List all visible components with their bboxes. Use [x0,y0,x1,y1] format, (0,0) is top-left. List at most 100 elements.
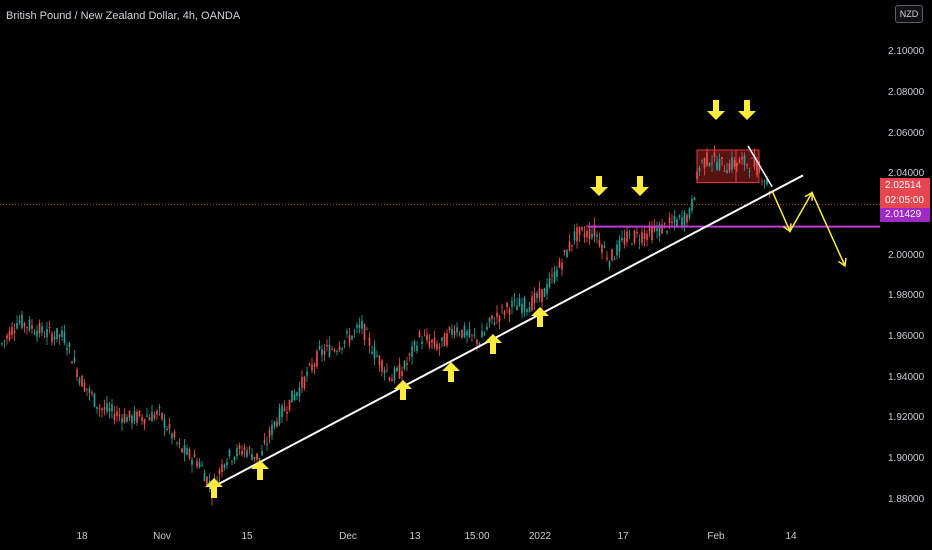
candle-body [388,377,391,381]
candle-body [91,392,93,394]
candle-body [383,370,386,374]
candle-body [271,424,273,436]
candle-body [53,336,56,340]
candle-body [283,407,286,411]
projection-arrowhead [804,191,813,201]
candle-body [628,233,631,235]
candle-body [13,331,16,334]
candle-body [36,330,38,337]
candle-body [476,339,478,345]
up-arrow-icon [442,362,460,382]
currency-button[interactable]: NZD [895,5,923,23]
candle-body [481,331,483,338]
candle-body [581,227,583,230]
candle-body [266,443,268,446]
price-tick-label: 2.00000 [888,249,925,261]
time-tick-label: Dec [339,531,357,542]
candle-body [588,228,591,239]
candle-body [551,274,553,277]
candle-body [701,160,703,162]
current-price-badge: 2.02514 02:05:00 [880,178,930,208]
candle-body [466,331,468,336]
candle-body [621,238,623,241]
candle-body [378,355,381,366]
candle-body [753,156,756,167]
candle-body [246,450,248,457]
candle-body [18,320,21,323]
candle-body [81,376,83,387]
candle-body [443,333,446,347]
candle-body [533,293,536,303]
candle-body [1,343,3,345]
candle-body [423,334,426,336]
time-tick-label: 15 [241,531,253,542]
symbol-title: British Pound / New Zealand Dollar, 4h, … [6,10,241,22]
candle-body [228,449,231,457]
price-tick-label: 2.04000 [888,168,925,180]
candle-body [96,406,98,409]
candle-body [68,343,71,347]
candle-body [661,224,663,234]
price-tick-label: 1.88000 [888,493,925,505]
candle-body [296,392,298,397]
candle-body [58,334,61,337]
candle-body [676,219,678,227]
time-tick-label: Nov [153,531,171,542]
candle-body [493,322,496,325]
candle-body [346,331,348,334]
candle-body [111,404,113,412]
candle-body [348,335,351,344]
candle-body [38,323,41,334]
candle-body [83,382,86,392]
candle-body [323,350,326,355]
candle-body [3,340,6,342]
candle-body [121,417,123,423]
ascending-trendline [209,174,804,490]
candle-body [586,230,588,238]
candle-body [363,324,366,340]
candle-body [6,335,8,339]
candle-body [616,244,618,256]
candle-body [531,296,533,311]
price-tick-label: 2.10000 [888,46,925,58]
candle-body [428,340,431,348]
candle-body [513,299,516,301]
candle-body [306,371,308,376]
candle-body [151,411,153,422]
candle-body [116,411,118,416]
candle-body [438,347,441,349]
candle-body [573,231,576,241]
candle-body [263,440,266,444]
down-arrow-icon [707,100,725,120]
candle-body [143,419,146,425]
candle-body [501,306,503,308]
candle-body [63,332,66,344]
down-arrow-icon [738,100,756,120]
candle-body [136,412,138,423]
projection-arrowhead [783,223,792,233]
candle-body [358,324,361,328]
candle-body [381,360,383,372]
candle-body [231,461,233,463]
time-tick-label: 13 [409,531,421,542]
candle-body [21,314,23,328]
candle-body [658,224,661,237]
candle-body [226,461,228,466]
price-tick-label: 1.90000 [888,453,925,464]
candle-body [178,442,181,445]
candle-body [703,157,706,169]
candle-body [441,337,443,341]
candle-body [643,232,646,240]
candle-body [596,234,598,237]
candle-body [78,378,81,384]
candle-body [236,447,238,456]
candle-body [678,215,681,218]
up-arrow-icon [251,460,269,480]
candle-body [453,331,456,335]
candle-body [528,307,531,313]
candle-body [371,351,373,354]
candle-body [28,319,31,331]
candle-body [203,473,206,482]
candle-body [343,340,346,344]
